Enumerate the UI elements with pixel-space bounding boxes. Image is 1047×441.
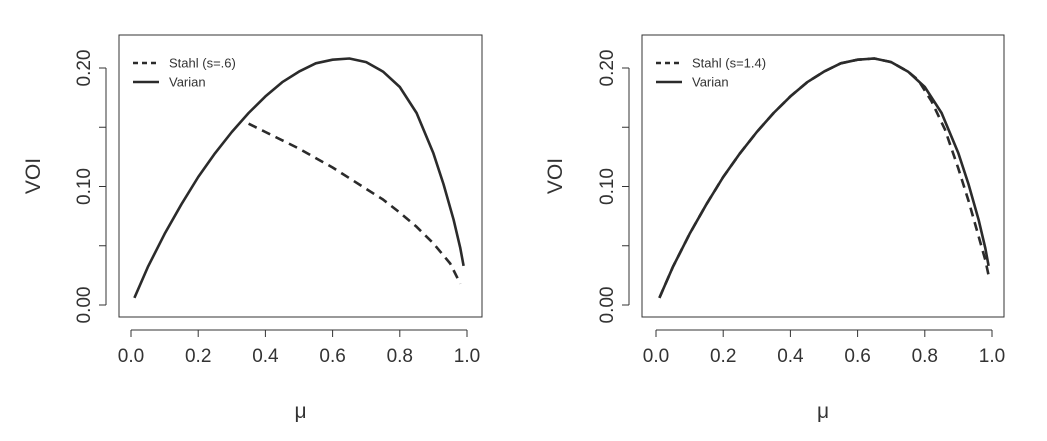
series-line-varian xyxy=(133,57,465,299)
x-tick-label: 0.2 xyxy=(710,346,736,367)
x-axis-title: μ xyxy=(294,400,306,423)
y-tick-label: 0.20 xyxy=(597,50,618,87)
y-tick-label: 0.20 xyxy=(74,50,95,87)
x-tick-label: 0.2 xyxy=(185,346,211,367)
x-tick-label: 0.6 xyxy=(844,346,870,367)
series-line-stahl xyxy=(248,122,462,285)
plot-frame xyxy=(118,34,483,318)
x-tick-label: 0.4 xyxy=(777,346,804,367)
plot-frame xyxy=(641,34,1005,318)
x-tick-label: 0.6 xyxy=(319,346,345,367)
chart-panel-2: 0.0 0.2 0.4 0.6 0.8 1.0 0.00 0.10 0.20 μ VOI Stahl … xyxy=(544,34,1005,423)
x-tick-label: 0.8 xyxy=(387,346,413,367)
y-tick-label: 0.10 xyxy=(597,168,618,205)
y-axis-title: VOI xyxy=(22,158,45,194)
x-tick-label: 0.8 xyxy=(912,346,938,367)
legend-label: Varian xyxy=(692,75,729,90)
legend-label: Varian xyxy=(169,75,206,90)
y-axis-title: VOI xyxy=(544,158,567,194)
x-tick-label: 1.0 xyxy=(979,346,1005,367)
x-tick-label: 0.0 xyxy=(118,346,144,367)
x-axis-title: μ xyxy=(817,400,829,423)
series-line-stahl xyxy=(658,57,990,299)
y-tick-label: 0.10 xyxy=(74,168,95,205)
chart-panel-1: 0.0 0.2 0.4 0.6 0.8 1.0 0.00 0.10 0.20 μ VOI Stahl … xyxy=(22,34,483,423)
x-tick-label: 1.0 xyxy=(454,346,480,367)
legend-label: Stahl (s=.6) xyxy=(169,56,236,71)
series-line-varian xyxy=(658,57,990,299)
y-tick-label: 0.00 xyxy=(597,287,618,324)
x-tick-label: 0.0 xyxy=(643,346,669,367)
y-tick-label: 0.00 xyxy=(74,287,95,324)
x-tick-label: 0.4 xyxy=(252,346,279,367)
legend-label: Stahl (s=1.4) xyxy=(692,56,766,71)
